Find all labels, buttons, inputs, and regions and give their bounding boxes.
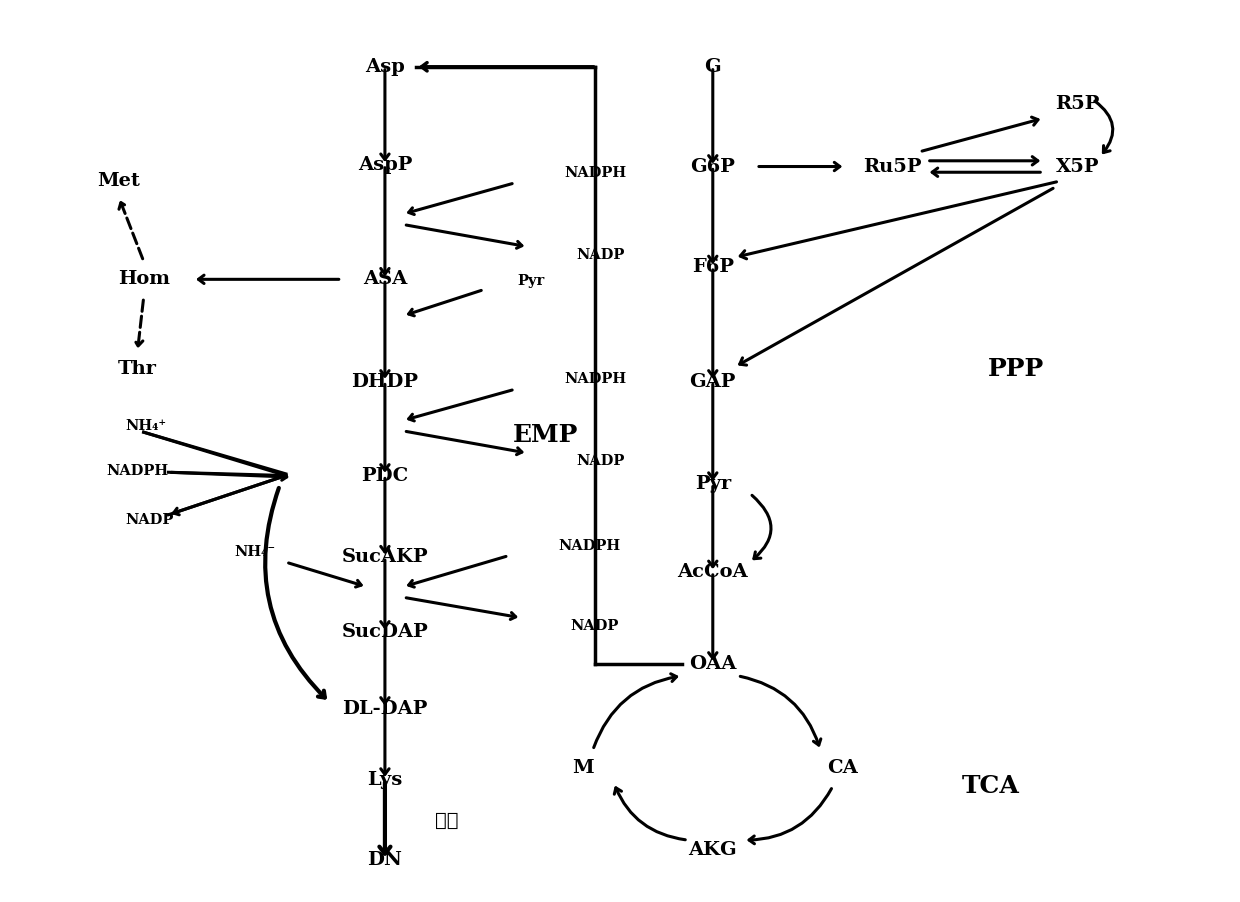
Text: Ru5P: Ru5P bbox=[863, 158, 921, 176]
Text: F6P: F6P bbox=[692, 258, 734, 276]
Text: SucDAP: SucDAP bbox=[341, 623, 428, 641]
Text: Pyr: Pyr bbox=[694, 474, 730, 492]
Text: AspP: AspP bbox=[358, 156, 412, 174]
Text: Thr: Thr bbox=[118, 360, 157, 378]
Text: OAA: OAA bbox=[689, 655, 737, 673]
Text: DN: DN bbox=[367, 851, 402, 869]
Text: EMP: EMP bbox=[513, 423, 578, 446]
Text: ASA: ASA bbox=[363, 271, 407, 289]
Text: AKG: AKG bbox=[688, 841, 737, 859]
Text: CA: CA bbox=[827, 759, 858, 778]
Text: NH₄⁻: NH₄⁻ bbox=[234, 546, 275, 559]
Text: NADP: NADP bbox=[570, 619, 619, 633]
Text: Lys: Lys bbox=[367, 770, 403, 788]
Text: Met: Met bbox=[98, 172, 140, 190]
Text: TCA: TCA bbox=[962, 774, 1021, 798]
Text: Pyr: Pyr bbox=[517, 274, 544, 289]
Text: NADP: NADP bbox=[125, 513, 174, 528]
Text: NADPH: NADPH bbox=[564, 373, 626, 386]
Text: R5P: R5P bbox=[1055, 95, 1100, 113]
Text: 脱羧: 脱羧 bbox=[435, 811, 459, 830]
Text: NADP: NADP bbox=[577, 455, 625, 468]
Text: DL-DAP: DL-DAP bbox=[342, 700, 428, 717]
Text: NADP: NADP bbox=[577, 248, 625, 262]
Text: NH₄⁺: NH₄⁺ bbox=[125, 419, 166, 434]
Text: PPP: PPP bbox=[988, 357, 1044, 382]
Text: GAP: GAP bbox=[689, 373, 737, 391]
Text: DHDP: DHDP bbox=[351, 373, 418, 391]
Text: SucAKP: SucAKP bbox=[341, 548, 428, 566]
Text: AcCoA: AcCoA bbox=[677, 563, 748, 581]
Text: G6P: G6P bbox=[691, 158, 735, 176]
Text: X5P: X5P bbox=[1056, 158, 1100, 176]
Text: PDC: PDC bbox=[361, 466, 408, 484]
Text: NADPH: NADPH bbox=[107, 465, 169, 478]
Text: M: M bbox=[572, 759, 594, 778]
Text: NADPH: NADPH bbox=[558, 538, 620, 553]
Text: Asp: Asp bbox=[365, 58, 404, 76]
Text: Hom: Hom bbox=[118, 271, 170, 289]
Text: G: G bbox=[704, 58, 722, 76]
Text: NADPH: NADPH bbox=[564, 166, 626, 180]
